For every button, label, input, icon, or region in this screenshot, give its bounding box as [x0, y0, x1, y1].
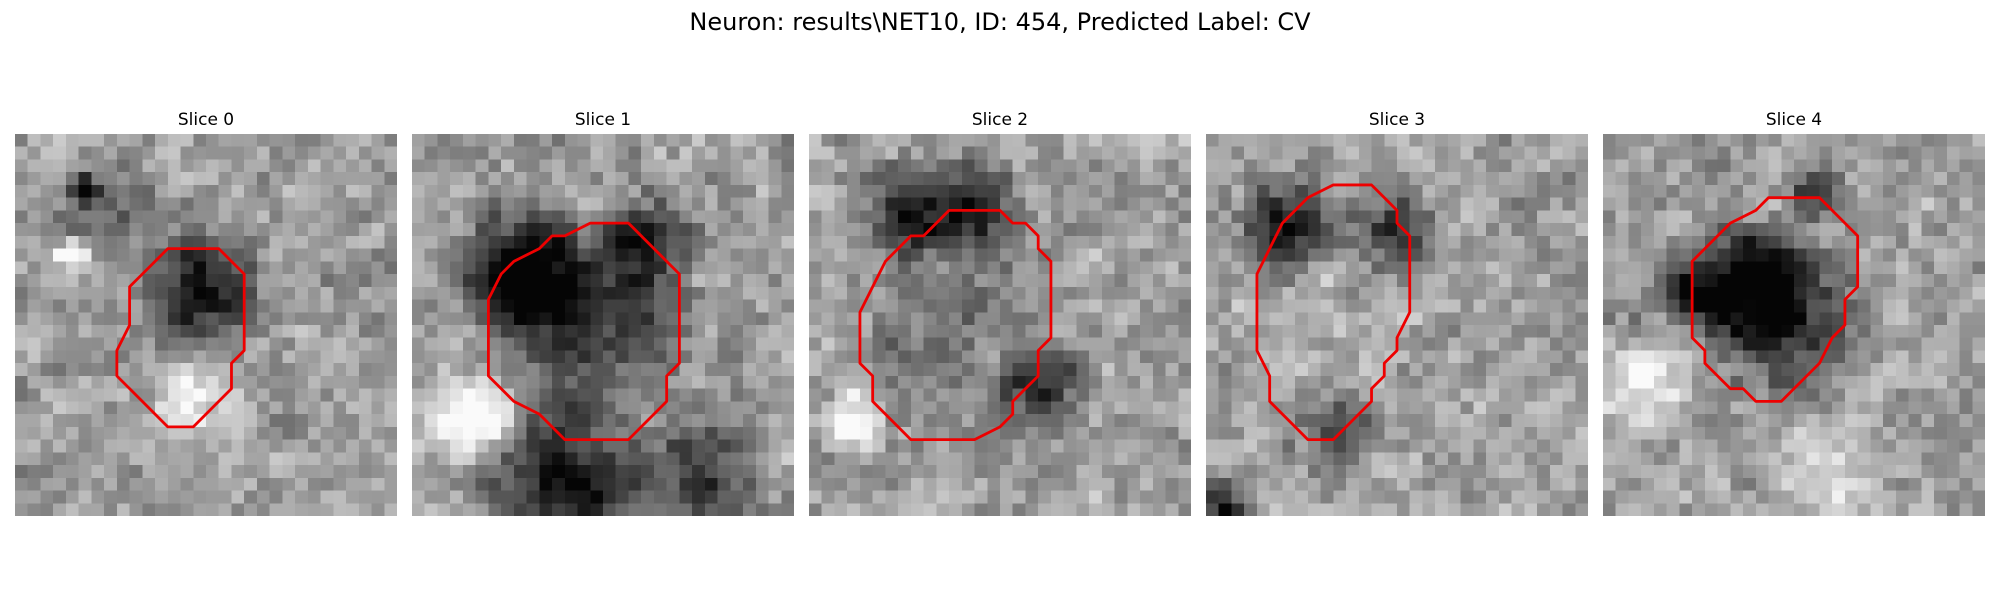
slice-image — [15, 134, 397, 516]
figure-title: Neuron: results\NET10, ID: 454, Predicte… — [689, 8, 1311, 36]
slice-panel-2: Slice 2 — [809, 108, 1191, 516]
slice-title: Slice 3 — [1368, 110, 1426, 130]
slice-image — [1206, 134, 1588, 516]
roi-contour — [115, 247, 246, 429]
slice-image — [809, 134, 1191, 516]
slice-image — [412, 134, 794, 516]
micrograph — [1603, 134, 1985, 516]
micrograph — [412, 134, 794, 516]
micrograph — [1206, 134, 1588, 516]
slice-panel-4: Slice 4 — [1603, 108, 1985, 516]
micrograph — [809, 134, 1191, 516]
micrograph — [15, 134, 397, 516]
roi-contour — [1690, 196, 1860, 403]
slice-title: Slice 2 — [971, 110, 1029, 130]
slice-panel-1: Slice 1 — [412, 108, 794, 516]
slice-title: Slice 0 — [177, 110, 235, 130]
slice-title: Slice 1 — [574, 110, 632, 130]
roi-contour — [486, 221, 681, 442]
slice-image — [1603, 134, 1985, 516]
roi-contour — [858, 208, 1053, 442]
slice-title: Slice 4 — [1765, 110, 1823, 130]
slice-panel-3: Slice 3 — [1206, 108, 1588, 516]
slice-panel-0: Slice 0 — [15, 108, 397, 516]
roi-contour — [1255, 183, 1412, 442]
